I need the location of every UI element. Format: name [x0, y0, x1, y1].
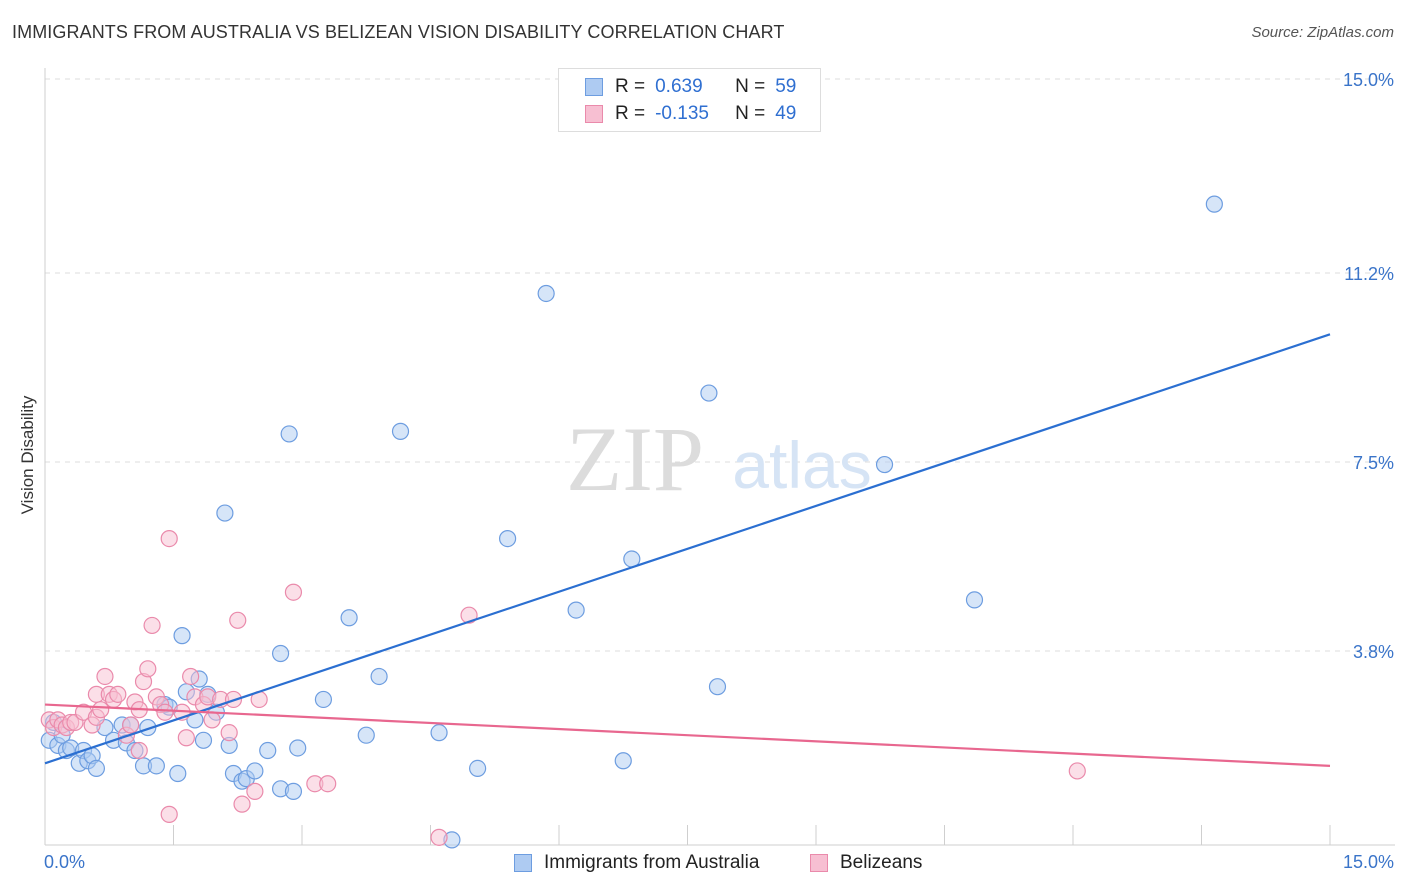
y-tick-label: 15.0%	[1342, 70, 1394, 90]
trend-lines	[44, 333, 1331, 767]
point-immigrants-australia	[147, 757, 165, 775]
legend-r-label: R =	[615, 76, 646, 97]
point-immigrants-australia	[246, 762, 264, 780]
bottom-legend-belizeans: Belizeans	[810, 852, 922, 874]
point-belizeans	[203, 711, 221, 729]
point-belizeans	[92, 701, 110, 719]
legend-n-label: N =	[735, 76, 766, 97]
point-immigrants-australia	[173, 627, 191, 645]
axes	[44, 68, 1395, 846]
legend-r-label: R =	[615, 103, 646, 124]
legend: R = 0.639 N = 59 R = -0.135 N = 49	[558, 68, 821, 132]
series-belizeans-points	[40, 529, 1086, 846]
point-immigrants-australia	[499, 529, 517, 548]
point-immigrants-australia	[700, 384, 718, 402]
point-belizeans	[122, 716, 140, 734]
y-tick-label: 11.2%	[1344, 264, 1394, 285]
bottom-legend-swatch-blue	[514, 854, 532, 872]
point-belizeans	[160, 529, 178, 548]
point-immigrants-australia	[875, 455, 894, 474]
bottom-legend-label: Immigrants from Australia	[544, 852, 760, 873]
legend-swatch-blue	[585, 78, 603, 96]
point-immigrants-australia	[391, 422, 410, 440]
point-belizeans	[233, 795, 251, 813]
x-tick-label-min: 0.0%	[44, 852, 86, 872]
point-immigrants-australia	[469, 759, 487, 778]
point-immigrants-australia	[965, 591, 984, 609]
gridlines	[45, 78, 1395, 652]
point-immigrants-australia	[314, 690, 333, 709]
watermark: ZIP atlas	[566, 408, 872, 510]
point-belizeans	[284, 583, 303, 601]
point-immigrants-australia	[87, 759, 106, 778]
legend-row-belizeans: R = -0.135 N = 49	[585, 102, 796, 126]
bottom-legend-label: Belizeans	[840, 852, 923, 873]
point-belizeans	[1068, 762, 1086, 780]
point-belizeans	[96, 667, 114, 686]
point-immigrants-australia	[357, 726, 375, 744]
point-belizeans	[160, 805, 178, 823]
point-immigrants-australia	[289, 739, 307, 757]
point-belizeans	[430, 828, 448, 846]
bottom-legend-australia: Immigrants from Australia	[514, 852, 759, 874]
point-belizeans	[460, 606, 478, 624]
point-belizeans	[156, 703, 174, 721]
point-belizeans	[139, 660, 157, 678]
point-immigrants-australia	[259, 741, 277, 760]
legend-row-australia: R = 0.639 N = 59	[585, 75, 796, 99]
legend-r-value: 0.639	[655, 76, 703, 97]
point-immigrants-australia	[216, 504, 234, 522]
legend-n-value: 59	[775, 76, 797, 97]
bottom-legend-swatch-pink	[810, 854, 828, 872]
legend-swatch-pink	[585, 105, 603, 123]
point-immigrants-australia	[567, 601, 585, 619]
point-immigrants-australia	[139, 718, 157, 737]
point-immigrants-australia	[614, 752, 632, 770]
point-immigrants-australia	[194, 731, 213, 749]
point-immigrants-australia	[370, 667, 388, 686]
point-belizeans	[143, 616, 161, 635]
series-immigrants-australia-points	[40, 195, 1223, 849]
trend-line-belizeans	[44, 703, 1331, 767]
point-immigrants-australia	[430, 724, 448, 742]
point-belizeans	[177, 729, 195, 747]
point-immigrants-australia	[537, 284, 555, 303]
point-belizeans	[109, 685, 127, 703]
point-belizeans	[220, 724, 238, 742]
trend-line-immigrants-australia	[44, 333, 1331, 765]
chart-title: IMMIGRANTS FROM AUSTRALIA VS BELIZEAN VI…	[12, 22, 785, 42]
point-immigrants-australia	[284, 782, 303, 800]
point-belizeans	[130, 741, 148, 760]
point-immigrants-australia	[340, 609, 358, 627]
watermark-zip: ZIP	[566, 408, 704, 510]
legend-n-label: N =	[735, 103, 766, 124]
point-belizeans	[229, 611, 247, 629]
watermark-atlas: atlas	[732, 428, 871, 502]
point-belizeans	[182, 667, 200, 686]
point-immigrants-australia	[280, 425, 298, 443]
point-belizeans	[246, 782, 264, 800]
point-immigrants-australia	[708, 678, 727, 696]
point-immigrants-australia	[1205, 195, 1223, 213]
point-belizeans	[319, 775, 337, 793]
y-tick-label: 7.5%	[1352, 453, 1394, 473]
y-tick-label: 3.8%	[1352, 641, 1394, 662]
point-immigrants-australia	[271, 644, 290, 663]
legend-r-value: -0.135	[655, 103, 709, 124]
legend-n-value: 49	[775, 103, 797, 124]
source-label: Source: ZipAtlas.com	[1251, 24, 1394, 41]
x-tick-label-max: 15.0%	[1342, 852, 1394, 872]
point-immigrants-australia	[169, 764, 187, 783]
